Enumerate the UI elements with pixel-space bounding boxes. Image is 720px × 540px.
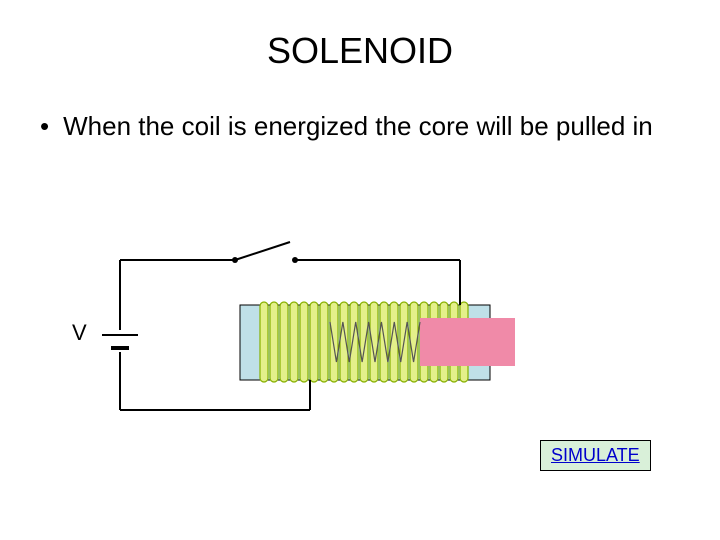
bullet-item: • When the coil is energized the core wi… <box>40 110 680 143</box>
voltage-label: V <box>72 320 87 346</box>
simulate-button[interactable]: SIMULATE <box>540 440 651 471</box>
page-title: SOLENOID <box>0 30 720 72</box>
bullet-text: When the coil is energized the core will… <box>63 110 680 143</box>
bullet-marker: • <box>40 110 49 143</box>
solenoid-diagram <box>60 230 540 430</box>
